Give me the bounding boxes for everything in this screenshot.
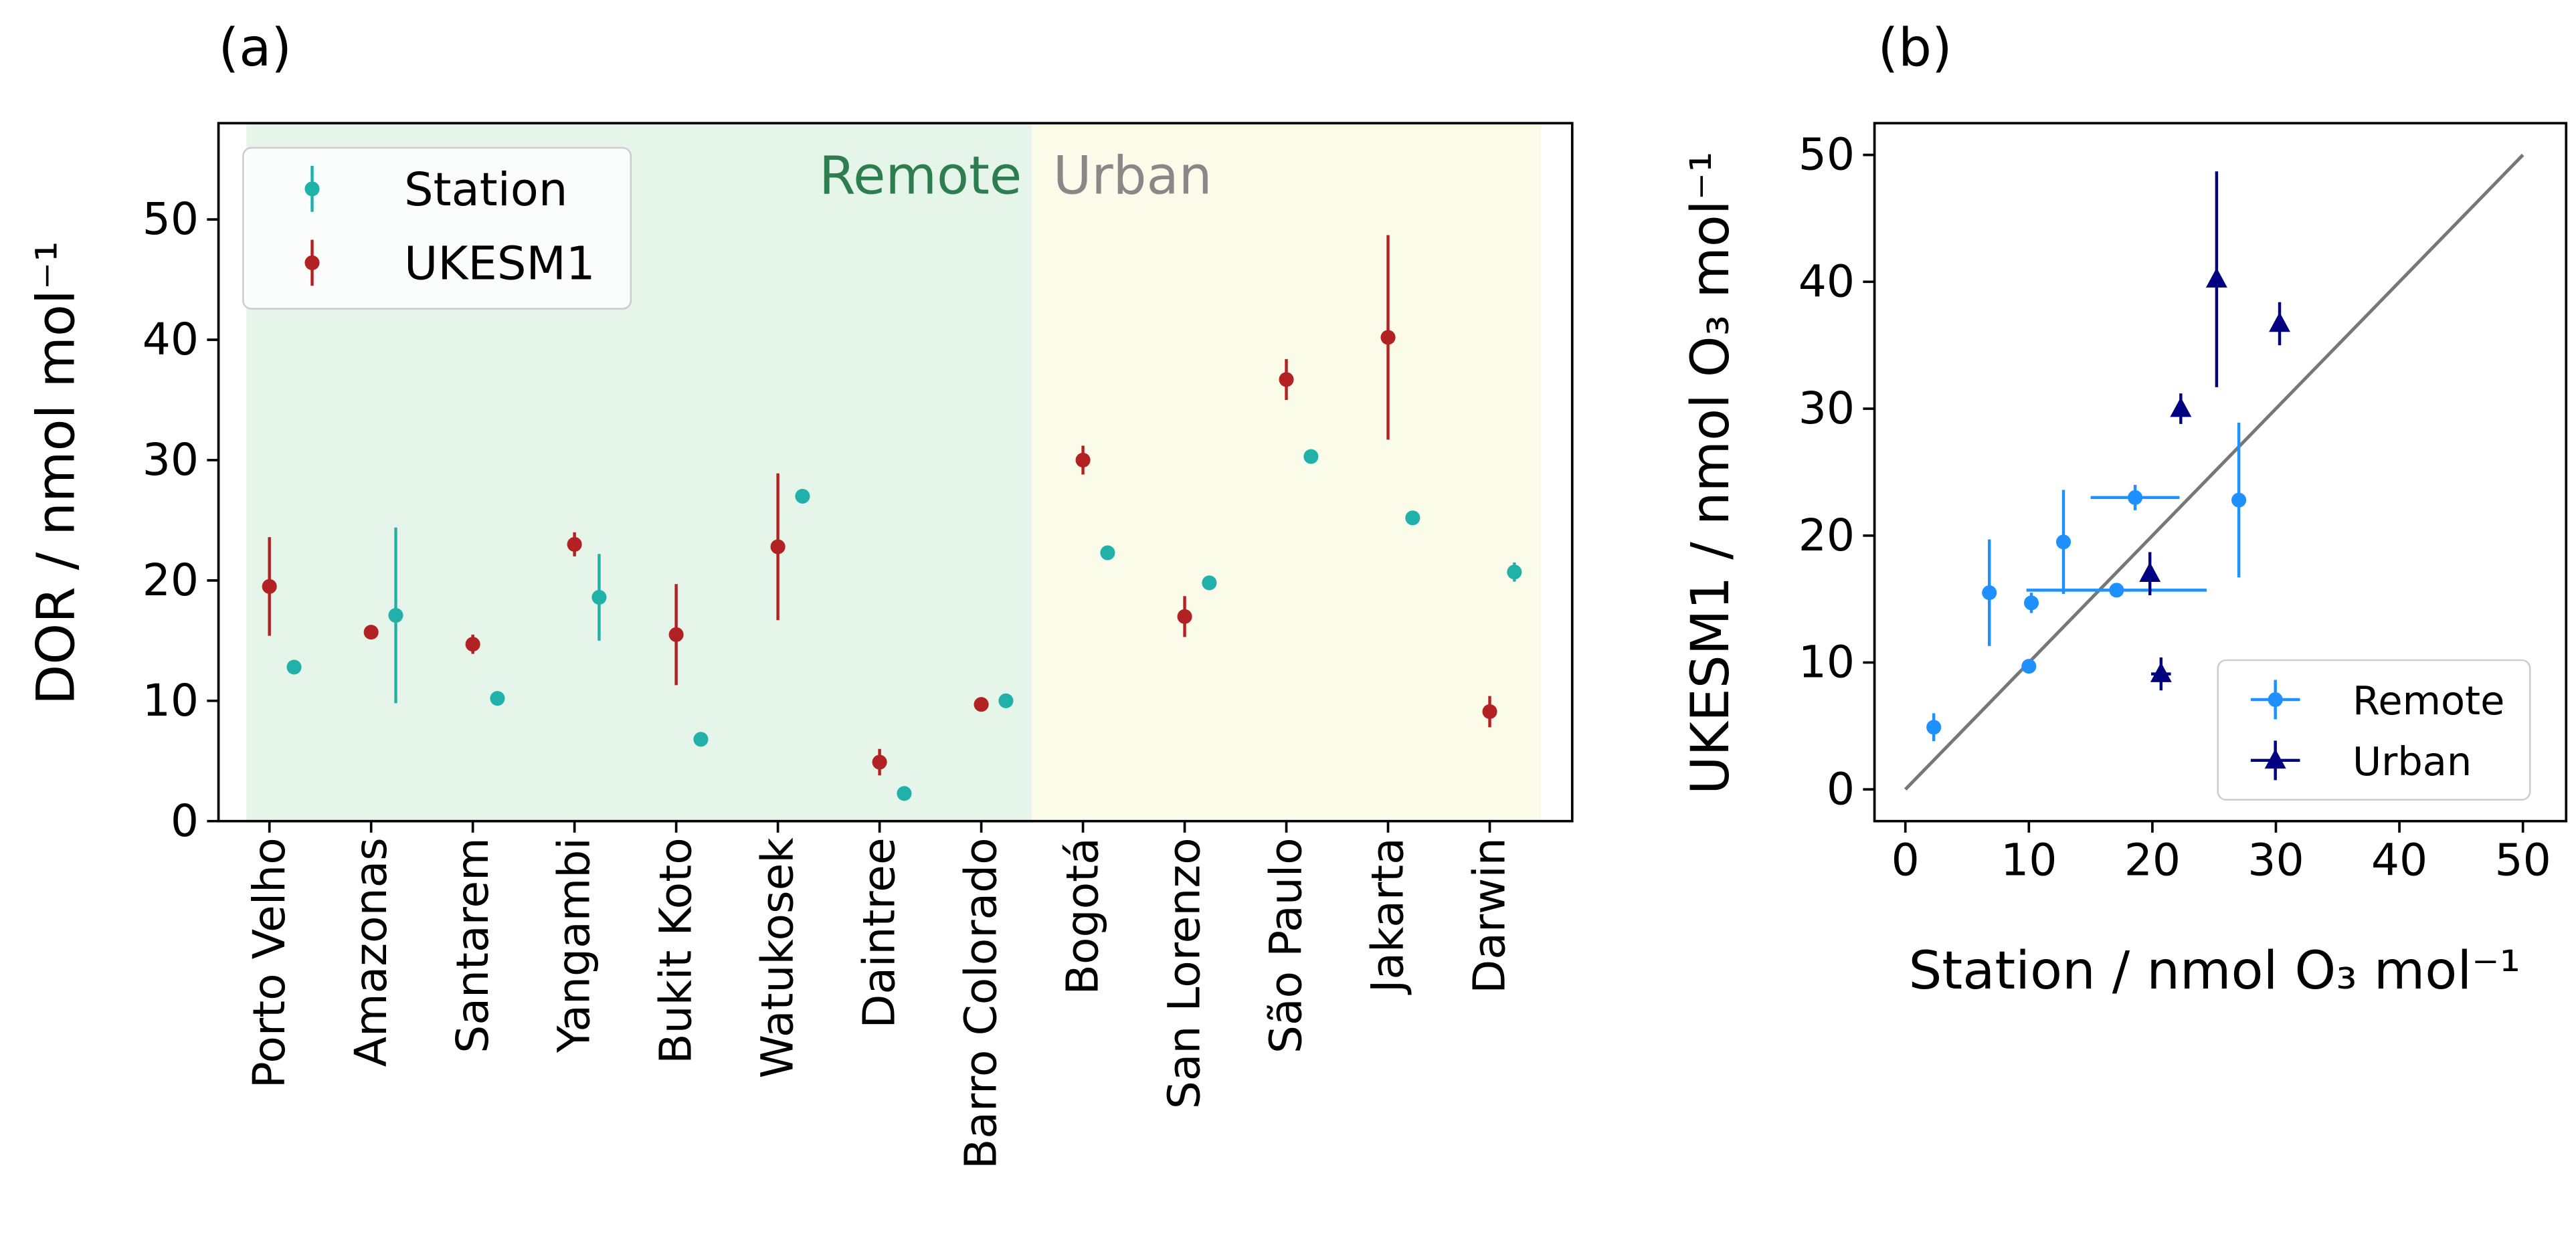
- identity-line: [1904, 153, 2524, 791]
- plot-frame: [217, 122, 1574, 823]
- marker: [2109, 583, 2124, 598]
- x-tick-label: 0: [1892, 834, 1920, 886]
- marker: [897, 786, 912, 801]
- legend-label: Urban: [2353, 738, 2472, 785]
- marker: [567, 536, 582, 552]
- marker: [490, 691, 505, 706]
- panel-label: (a): [219, 17, 292, 78]
- y-tick-label: 10: [143, 674, 199, 726]
- marker: [2055, 534, 2072, 550]
- marker: [2205, 268, 2227, 288]
- marker: [1075, 452, 1091, 468]
- marker: [2150, 662, 2172, 682]
- urban-region: [1031, 123, 1542, 821]
- annotation: Remote: [819, 145, 1022, 207]
- legend-label: UKESM1: [404, 237, 595, 290]
- y-tick-label: 40: [1799, 255, 1855, 307]
- x-tick-label: Bogotá: [1056, 837, 1109, 995]
- x-axis-label: Station / nmol O₃ mol⁻¹: [1909, 940, 2521, 1001]
- marker: [465, 637, 480, 652]
- y-tick-label: 0: [171, 795, 199, 847]
- legend-marker: [304, 181, 320, 197]
- x-tick-label: Bukit Koto: [650, 837, 702, 1064]
- marker: [262, 579, 277, 594]
- marker: [1100, 545, 1115, 560]
- marker: [1380, 330, 1396, 345]
- y-tick-label: 30: [1799, 382, 1855, 434]
- y-axis-label: UKESM1 / nmol O₃ mol⁻¹: [1679, 151, 1741, 795]
- marker: [2269, 312, 2290, 332]
- marker: [363, 625, 379, 640]
- legend-label: Station: [404, 163, 567, 217]
- legend: [2217, 659, 2531, 801]
- marker: [668, 627, 684, 642]
- plot-frame: [1873, 122, 2568, 823]
- x-tick-label: Santarem: [446, 837, 498, 1053]
- marker: [1303, 449, 1319, 464]
- marker: [388, 607, 403, 623]
- y-tick-label: 40: [143, 313, 199, 365]
- x-tick-label: San Lorenzo: [1158, 837, 1210, 1109]
- marker: [693, 732, 709, 747]
- marker: [998, 693, 1014, 708]
- legend-marker: [304, 255, 320, 270]
- x-tick-label: Amazonas: [345, 837, 397, 1067]
- marker: [2127, 490, 2143, 505]
- x-tick-label: Yangambi: [548, 837, 600, 1053]
- x-tick-label: 40: [2371, 834, 2427, 886]
- marker: [2170, 397, 2192, 417]
- marker: [286, 659, 302, 675]
- x-tick-label: Porto Velho: [243, 837, 295, 1088]
- x-tick-label: Daintree: [853, 837, 905, 1028]
- y-tick-label: 20: [143, 554, 199, 606]
- marker: [872, 754, 887, 770]
- marker: [2023, 595, 2039, 611]
- panel-label: (b): [1877, 17, 1952, 78]
- x-tick-label: 20: [2124, 834, 2181, 886]
- annotation: Urban: [1053, 145, 1212, 207]
- x-tick-label: Barro Colorado: [955, 837, 1007, 1169]
- y-tick-label: 20: [1799, 509, 1855, 561]
- marker: [770, 539, 786, 554]
- marker: [2139, 562, 2161, 582]
- x-tick-label: Watukosek: [751, 837, 804, 1079]
- y-tick-label: 50: [143, 193, 199, 245]
- marker: [1177, 609, 1192, 624]
- marker: [1279, 372, 1294, 387]
- x-tick-label: 50: [2494, 834, 2551, 886]
- x-tick-label: Darwin: [1463, 837, 1515, 994]
- marker: [2268, 692, 2283, 708]
- legend: [242, 146, 632, 310]
- y-tick-label: 0: [1827, 762, 1855, 815]
- marker: [1405, 510, 1420, 526]
- marker: [2231, 492, 2247, 508]
- marker: [1202, 575, 1217, 591]
- x-tick-label: 30: [2247, 834, 2304, 886]
- marker: [1982, 585, 1997, 601]
- marker: [2264, 748, 2286, 769]
- marker: [2021, 659, 2037, 674]
- x-tick-label: São Paulo: [1260, 837, 1312, 1053]
- x-tick-label: Jakarta: [1362, 837, 1414, 995]
- y-tick-label: 50: [1799, 128, 1855, 181]
- marker: [1926, 720, 1942, 735]
- marker: [1507, 564, 1522, 580]
- y-axis-label: DOR / nmol mol⁻¹: [25, 241, 86, 705]
- marker: [591, 590, 607, 605]
- legend-label: Remote: [2353, 678, 2504, 724]
- x-tick-label: 10: [2001, 834, 2057, 886]
- marker: [795, 488, 810, 504]
- marker: [974, 697, 989, 712]
- y-tick-label: 30: [143, 433, 199, 486]
- y-tick-label: 10: [1799, 636, 1855, 688]
- marker: [1482, 704, 1497, 720]
